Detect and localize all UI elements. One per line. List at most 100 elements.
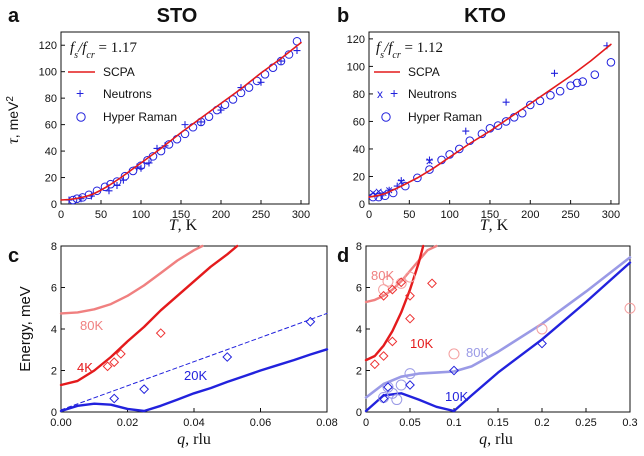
curve-10k-upper <box>364 244 425 362</box>
hyper-raman-point <box>578 77 588 86</box>
diamond-20k-point <box>305 316 316 327</box>
x-axis-label: q, rlu <box>479 431 513 448</box>
y-tick-label: 0 <box>51 407 57 419</box>
panel-title: KTO <box>464 5 506 27</box>
legend: SCPA + Neutrons Hyper Raman <box>68 65 177 124</box>
hyper-raman-point <box>413 173 422 183</box>
x-tick-label: 0.2 <box>534 417 549 429</box>
hyper-raman-point <box>555 86 565 96</box>
x-tick-label: 0.08 <box>316 417 337 429</box>
y-tick-label: 2 <box>356 366 362 378</box>
hyper-raman-point <box>100 182 110 192</box>
x-tick-label: 0.1 <box>446 417 461 429</box>
panel-title: STO <box>157 5 198 27</box>
legend-x-icon: x <box>377 87 383 101</box>
legend-plus-icon: + <box>390 85 398 101</box>
neutron-point <box>119 176 127 184</box>
x-tick-label: 100 <box>132 209 150 221</box>
curve-label-80k-lower: 80K <box>466 345 489 360</box>
y-tick-label: 40 <box>353 144 365 156</box>
axis-ticks: 0 50 100 150 200 250 300 0 20 40 60 80 100 120 <box>347 34 620 221</box>
hyper-raman-point <box>572 78 582 88</box>
diamond-lower-point <box>405 380 415 390</box>
y-tick-label: 0 <box>51 199 57 211</box>
panel-c-dispersion-sto: c 0.00 0.02 0.04 0.06 0.08 0 2 4 6 8 80K 4K 20K q… <box>8 241 338 448</box>
panel-a-sto: a STO 0 50 100 150 200 250 300020406080100120 … <box>5 5 311 234</box>
neutron-point <box>181 121 189 129</box>
curve-80k-upper <box>364 244 438 304</box>
curve-4k <box>59 244 239 387</box>
diamond-lower-point <box>537 338 547 349</box>
diamond-10k-point <box>369 359 380 370</box>
y-axis-label: Energy, meV <box>17 286 34 372</box>
x-tick-label: 0.00 <box>50 417 71 429</box>
neutron-plus-point <box>462 127 470 135</box>
panel-letter: b <box>337 5 349 27</box>
diamond-lower-point <box>449 365 459 376</box>
curve-label-80k-upper: 80K <box>371 268 394 283</box>
neutron-point <box>293 47 301 55</box>
x-tick-label: 50 <box>95 209 107 221</box>
diamond-20k-point <box>222 352 233 362</box>
hyper-raman-point <box>501 117 511 126</box>
ratio-annotation: fs/fcr = 1.17 <box>70 40 137 61</box>
curve-10k-lower <box>364 261 632 413</box>
circle-lower-point <box>391 394 403 406</box>
x-tick-label: 0.06 <box>250 417 271 429</box>
legend-circle-icon <box>76 112 86 122</box>
x-tick-label: 300 <box>602 209 620 221</box>
legend-label-scpa: SCPA <box>408 65 440 79</box>
y-tick-label: 4 <box>356 324 362 336</box>
y-tick-label: 120 <box>347 34 365 46</box>
diamond-4k-point <box>102 361 113 372</box>
x-tick-label: 200 <box>521 209 539 221</box>
y-tick-label: 80 <box>353 89 365 101</box>
data-series <box>60 36 302 205</box>
x-axis-label: q, rlu <box>177 431 211 448</box>
legend-label-hyper-raman: Hyper Raman <box>103 110 177 124</box>
scpa-line <box>368 43 612 198</box>
neutron-point <box>257 78 265 86</box>
neutron-plus-point <box>502 98 510 106</box>
x-axis-label: T, K <box>169 217 198 234</box>
diamond-20k-point <box>109 393 120 404</box>
diamond-lower-point <box>378 393 389 404</box>
circle-lower-point <box>395 379 407 391</box>
legend-circle-icon <box>381 112 391 122</box>
curve-80k <box>59 244 204 315</box>
y-tick-label: 120 <box>39 40 57 52</box>
y-tick-label: 8 <box>51 241 57 253</box>
y-tick-label: 2 <box>51 366 57 378</box>
curve-label-10k-upper: 10K <box>410 336 433 351</box>
x-tick-label: 50 <box>403 209 415 221</box>
hyper-raman-point <box>493 121 503 130</box>
y-tick-label: 0 <box>359 199 365 211</box>
neutron-x-point <box>375 188 382 195</box>
data-series <box>59 244 329 413</box>
y-tick-label: 20 <box>45 173 57 185</box>
y-tick-label: 100 <box>347 61 365 73</box>
neutron-plus-point <box>550 69 558 77</box>
legend-label-hyper-raman: Hyper Raman <box>408 110 482 124</box>
hyper-raman-point <box>425 165 434 174</box>
plot-frame <box>60 31 310 205</box>
x-tick-label: 0.25 <box>575 417 596 429</box>
circle-80k-point <box>382 275 394 287</box>
diamond-4k-point <box>115 348 126 359</box>
axis-ticks: 0 0.05 0.1 0.15 0.2 0.25 0.3 0 2 4 6 8 <box>356 241 638 429</box>
diamond-4k-point <box>155 328 166 339</box>
curve-80k-lower <box>364 256 632 399</box>
x-tick-label: 0.3 <box>622 417 637 429</box>
diamond-4k-point <box>109 357 120 368</box>
x-tick-label: 0 <box>363 417 369 429</box>
legend-label-neutrons: Neutrons <box>103 87 152 101</box>
diamond-10k-point <box>378 351 389 361</box>
hyper-raman-point <box>374 192 383 202</box>
curve-label-4k: 4K <box>77 360 93 375</box>
legend: SCPA x + Neutrons Hyper Raman <box>374 65 482 124</box>
legend-plus-icon: + <box>76 85 84 101</box>
circle-80k-point <box>404 271 416 283</box>
y-tick-label: 40 <box>45 146 57 158</box>
x-tick-label: 0.05 <box>399 417 420 429</box>
